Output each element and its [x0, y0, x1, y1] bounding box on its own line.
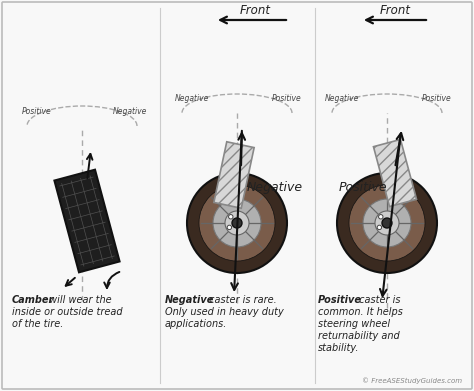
- Text: Negative: Negative: [247, 181, 303, 194]
- Text: caster is rare.: caster is rare.: [206, 295, 277, 305]
- Text: © FreeASEStudyGuides.com: © FreeASEStudyGuides.com: [362, 377, 462, 384]
- Circle shape: [377, 225, 382, 230]
- Circle shape: [227, 225, 232, 230]
- Circle shape: [337, 173, 437, 273]
- Text: inside or outside tread: inside or outside tread: [12, 307, 123, 317]
- Circle shape: [379, 215, 383, 219]
- Text: Positive: Positive: [422, 94, 452, 103]
- Text: will wear the: will wear the: [46, 295, 111, 305]
- Text: Camber: Camber: [12, 295, 54, 305]
- Polygon shape: [374, 140, 417, 206]
- Text: Positive: Positive: [272, 94, 302, 103]
- Text: Front: Front: [239, 4, 271, 17]
- Circle shape: [232, 218, 242, 228]
- Text: Negative: Negative: [175, 94, 209, 103]
- Text: Negative: Negative: [165, 295, 214, 305]
- Text: Front: Front: [380, 4, 410, 17]
- Text: Positive: Positive: [22, 107, 52, 116]
- Circle shape: [187, 173, 287, 273]
- Text: Negative: Negative: [325, 94, 359, 103]
- Circle shape: [199, 185, 275, 261]
- Polygon shape: [214, 142, 254, 208]
- Circle shape: [213, 199, 261, 247]
- Circle shape: [375, 211, 399, 235]
- Text: Negative: Negative: [113, 107, 147, 116]
- Circle shape: [349, 185, 425, 261]
- Circle shape: [228, 215, 233, 219]
- Text: Only used in heavy duty: Only used in heavy duty: [165, 307, 284, 317]
- Circle shape: [363, 199, 411, 247]
- Text: of the tire.: of the tire.: [12, 319, 64, 329]
- Text: caster is: caster is: [356, 295, 401, 305]
- Text: steering wheel: steering wheel: [318, 319, 390, 329]
- Circle shape: [382, 218, 392, 228]
- Text: Positive: Positive: [339, 181, 388, 194]
- Text: stability.: stability.: [318, 343, 359, 353]
- Text: Positive: Positive: [318, 295, 362, 305]
- Text: common. It helps: common. It helps: [318, 307, 403, 317]
- Circle shape: [225, 211, 249, 235]
- Polygon shape: [55, 170, 119, 272]
- Text: returnability and: returnability and: [318, 331, 400, 341]
- Text: applications.: applications.: [165, 319, 228, 329]
